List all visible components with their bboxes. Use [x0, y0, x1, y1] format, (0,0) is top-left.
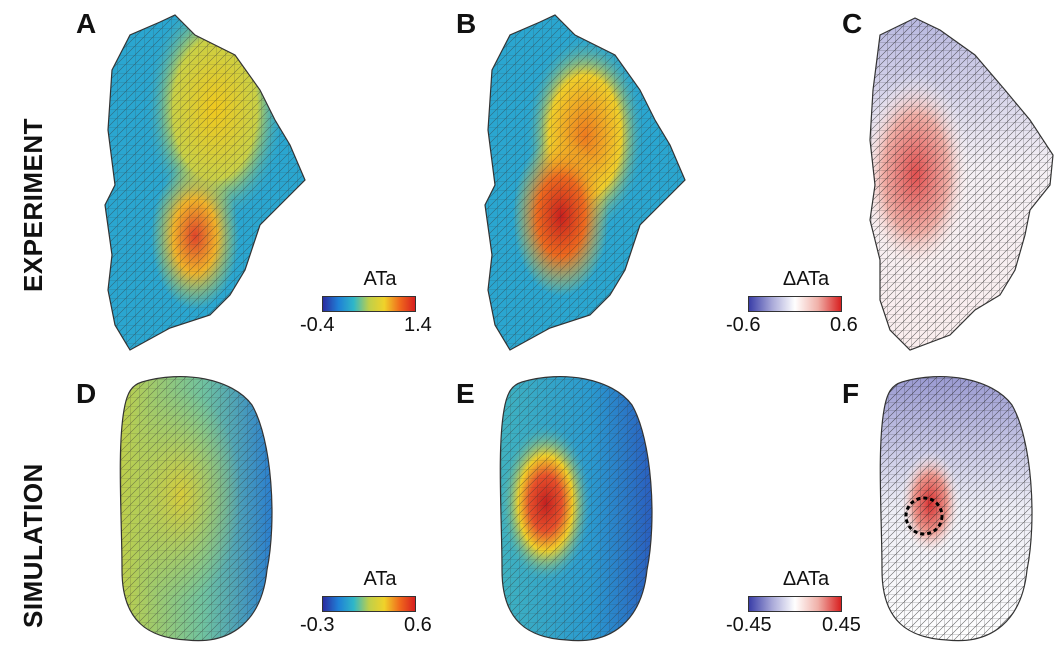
colorbar-min-label: -0.3: [300, 614, 335, 636]
colorbar-title: ATa: [363, 568, 397, 590]
colorbar-title: ATa: [363, 268, 397, 290]
panel-letter-b: B: [456, 8, 477, 39]
colorbar-gradient: [322, 596, 416, 612]
panel-letter-c: C: [842, 8, 863, 39]
row-label-simulation: SIMULATION: [18, 463, 48, 628]
colorbar-max-label: 0.6: [830, 314, 858, 336]
colorbar-experiment-delta-ata: ΔATa -0.6 0.6: [726, 268, 886, 338]
colorbar-gradient: [322, 296, 416, 312]
mesh-panel-f: [879, 376, 1033, 642]
row-label-experiment: EXPERIMENT: [18, 117, 48, 292]
colorbar-title: ΔATa: [782, 568, 830, 590]
mesh-panel-c: [869, 17, 1054, 351]
colorbar-gradient: [748, 596, 842, 612]
colorbar-gradient: [748, 296, 842, 312]
mesh-panel-a: [104, 14, 306, 351]
colorbar-experiment-ata: ATa -0.4 1.4: [300, 268, 460, 338]
mesh-panel-e: [499, 376, 653, 642]
colorbar-min-label: -0.6: [726, 314, 761, 336]
colorbar-max-label: 0.45: [822, 614, 861, 636]
colorbar-min-label: -0.4: [300, 314, 335, 336]
colorbar-simulation-ata: ATa -0.3 0.6: [300, 568, 460, 638]
stimulus-region-outline: [904, 496, 944, 536]
panel-letter-e: E: [456, 378, 475, 409]
panel-letter-a: A: [76, 8, 97, 39]
colorbar-min-label: -0.45: [726, 614, 772, 636]
panel-letter-f: F: [842, 378, 860, 409]
colorbar-max-label: 0.6: [404, 614, 432, 636]
panel-letter-d: D: [76, 378, 97, 409]
colorbar-title: ΔATa: [782, 268, 830, 290]
colorbar-simulation-delta-ata: ΔATa -0.45 0.45: [726, 568, 886, 638]
mesh-panel-d: [119, 376, 273, 642]
mesh-panel-b: [484, 14, 686, 351]
colorbar-max-label: 1.4: [404, 314, 432, 336]
